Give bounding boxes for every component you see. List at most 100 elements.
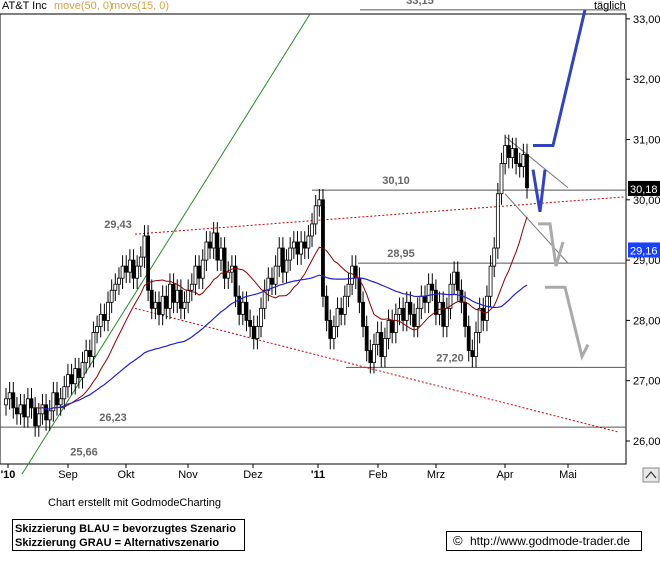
interval-label: täglich: [594, 0, 626, 12]
candle-body: [423, 295, 427, 303]
candle-body: [466, 326, 471, 351]
scenario-sketches: [531, 9, 590, 361]
candle-body: [204, 241, 209, 261]
candle-body: [109, 289, 114, 303]
candle-body: [306, 235, 311, 249]
candle-body: [66, 374, 70, 388]
candle-body: [138, 256, 143, 267]
candle-body: [237, 295, 242, 315]
candle-body: [477, 307, 482, 333]
candle-body: [62, 386, 67, 400]
candle-body: [441, 301, 446, 327]
ma1-legend: move(50, 0): [54, 0, 113, 12]
source-link[interactable]: © http://www.godmode-trader.de: [446, 531, 642, 551]
candle-body: [437, 301, 442, 315]
candle-body: [368, 350, 373, 364]
candle-body: [481, 307, 486, 321]
candle-body: [91, 332, 96, 357]
candle-body: [18, 404, 23, 415]
x-tick-label: Apr: [496, 469, 513, 481]
candle-body: [11, 392, 16, 409]
candle-body: [299, 241, 304, 255]
y-tick-label: 32,00: [633, 74, 660, 86]
candle-body: [73, 368, 78, 385]
candle-body: [488, 265, 493, 297]
candle-body: [401, 307, 406, 321]
blue-scenario-path: [533, 9, 587, 148]
ma50-line: [42, 274, 528, 410]
candle-body: [215, 232, 220, 261]
level-label: 28,95: [387, 248, 415, 260]
ma2-legend: movs(15, 0): [111, 0, 169, 12]
zoom-icon[interactable]: [642, 467, 660, 483]
horizontal-levels: 33,15 30,10 29,43 28,95 27,20 26,23 25,66: [0, 0, 626, 459]
candle-body: [510, 148, 515, 158]
source-url[interactable]: http://www.godmode-trader.de: [469, 534, 631, 548]
candle-body: [328, 319, 333, 339]
candle-body: [393, 313, 398, 333]
candle-body: [168, 283, 172, 309]
candle-body: [58, 398, 63, 406]
candle-body: [375, 332, 380, 345]
candle-body: [22, 404, 27, 418]
candle-body: [259, 307, 263, 327]
candle-body: [379, 332, 384, 357]
candle-body: [521, 154, 526, 168]
candle-body: [33, 407, 38, 427]
chart-header: AT&T Inc move(50, 0) movs(15, 0) täglich: [2, 0, 626, 12]
x-tick-label: Feb: [369, 469, 388, 481]
candle-body: [324, 295, 329, 321]
candle-body: [149, 289, 154, 309]
candle-body: [295, 241, 300, 255]
plot-area: [0, 13, 627, 465]
candle-body: [175, 289, 180, 303]
candle-body: [372, 344, 376, 364]
stock-chart: '10 Sep Okt Nov Dez '11 Feb Mrz Apr Mai 26,00 27,00…: [0, 0, 660, 483]
candle-body: [408, 301, 413, 315]
candle-body: [153, 301, 158, 309]
candle-body: [310, 223, 314, 237]
candle-body: [503, 145, 508, 165]
candle-body: [29, 398, 34, 409]
candle-body: [277, 247, 282, 267]
candle-body: [55, 392, 59, 406]
candle-body: [15, 407, 19, 415]
candle-body: [302, 241, 307, 249]
y-tick-label: 33,00: [633, 14, 660, 26]
candle-body: [288, 247, 293, 261]
candle-body: [233, 265, 238, 297]
blue-scenario-dip: [531, 169, 547, 213]
candle-body: [455, 271, 460, 291]
candle-body: [514, 148, 518, 165]
candle-body: [386, 319, 391, 339]
candle-body: [419, 295, 424, 309]
candle-body: [164, 295, 169, 309]
candle-body: [40, 404, 45, 415]
candle-body: [342, 295, 347, 315]
candle-body: [506, 145, 511, 158]
x-tick-label: Sep: [58, 469, 78, 481]
candle-body: [4, 398, 8, 406]
level-label: 26,23: [99, 412, 127, 424]
candle-body: [390, 319, 395, 333]
ma50-badge: [628, 242, 660, 258]
candle-body: [87, 350, 92, 357]
level-label: 29,43: [104, 219, 132, 231]
candle-body: [444, 307, 449, 327]
candle-body: [430, 283, 435, 291]
candle-body: [266, 277, 271, 291]
candle-body: [25, 398, 30, 418]
grey-scenario-dip: [538, 222, 565, 267]
x-tick-label: Okt: [117, 469, 134, 481]
candle-body: [317, 199, 322, 207]
candle-body: [525, 154, 529, 189]
candle-body: [44, 404, 48, 421]
candle-body: [350, 265, 355, 285]
candle-body: [248, 319, 253, 327]
candle-body: [106, 301, 110, 321]
x-tick-label: '10: [1, 469, 16, 481]
ma15-line: [35, 216, 528, 410]
candle-body: [142, 235, 147, 258]
candle-body: [80, 362, 85, 379]
candle-body: [117, 277, 121, 285]
